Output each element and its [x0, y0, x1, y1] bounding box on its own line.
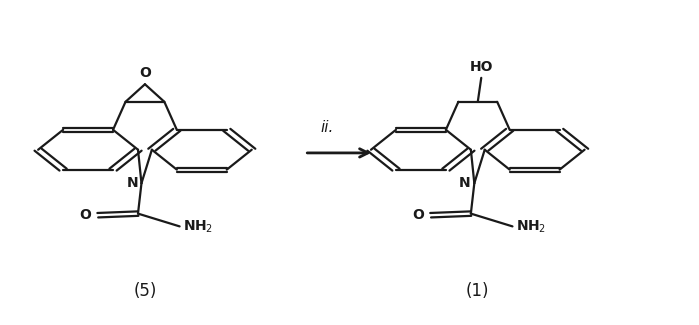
Text: N: N	[127, 176, 138, 190]
Text: (1): (1)	[466, 282, 489, 300]
Text: O: O	[412, 208, 424, 222]
Text: NH$_2$: NH$_2$	[516, 218, 546, 235]
Text: ii.: ii.	[321, 120, 334, 135]
Text: (5): (5)	[134, 282, 157, 300]
Text: N: N	[459, 176, 471, 190]
Text: HO: HO	[470, 60, 493, 74]
Text: O: O	[139, 66, 151, 80]
Text: NH$_2$: NH$_2$	[183, 218, 213, 235]
Text: O: O	[80, 208, 92, 222]
